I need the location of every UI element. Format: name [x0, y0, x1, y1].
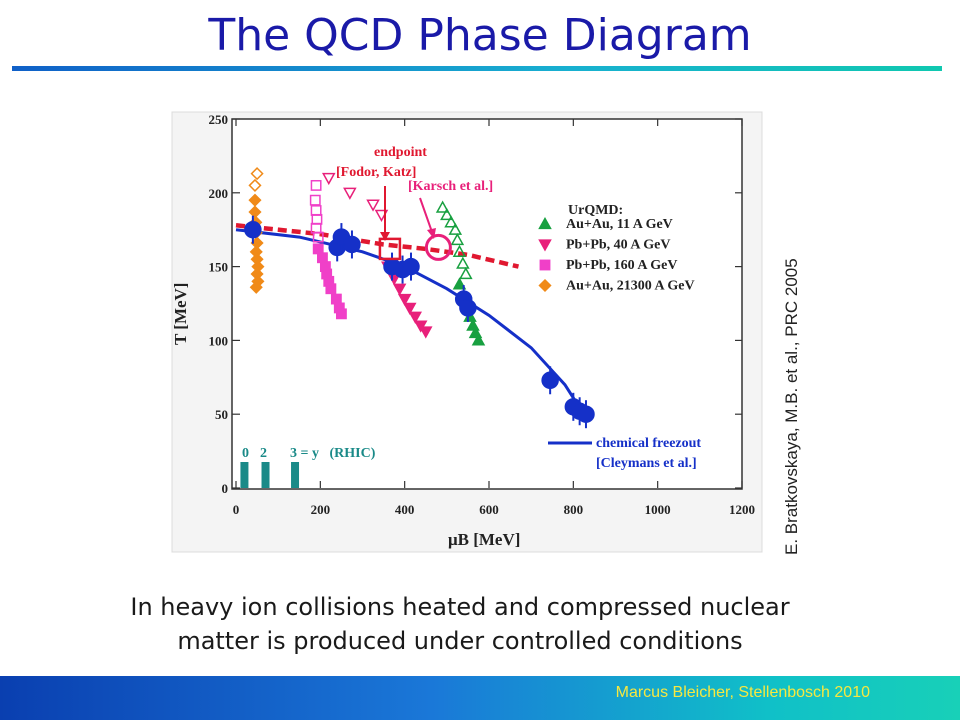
point-filled: [312, 243, 324, 255]
x-tick-labels: 0 200 400 600 800 1000 1200: [233, 502, 755, 517]
freezeout-point: [343, 235, 361, 254]
y-tick-label: 50: [215, 407, 228, 422]
rhic-label: 3 = y (RHIC): [290, 446, 376, 461]
critical-line: [235, 223, 520, 269]
karsch-arrow: [419, 197, 433, 233]
axis-ticks: [232, 118, 743, 489]
slide-title: The QCD Phase Diagram: [208, 10, 752, 61]
y-axis-label: T [MeV]: [171, 283, 190, 345]
credit-text: E. Bratkovskaya, M.B. et al., PRC 2005: [782, 258, 801, 555]
point-filled: [330, 293, 342, 305]
rhic-bar: [240, 462, 249, 488]
rhic-bars: [240, 462, 300, 488]
point-open: [450, 232, 465, 246]
point-open: [459, 266, 473, 280]
x-tick-label: 600: [479, 502, 499, 517]
point-open: [343, 187, 357, 200]
freezeout-point: [541, 371, 559, 390]
slide-caption: In heavy ion collisions heated and compr…: [0, 590, 920, 658]
freezeout-point: [402, 257, 420, 276]
point-filled: [471, 333, 486, 346]
point-filled: [335, 308, 347, 320]
legend-label: Au+Au, 21300 A GeV: [566, 279, 695, 294]
point-open: [309, 194, 321, 206]
y-tick-label: 0: [222, 481, 229, 496]
x-tick-label: 1000: [645, 502, 671, 517]
point-open: [448, 222, 463, 235]
point-open: [310, 179, 322, 191]
point-open: [312, 231, 324, 243]
point-open: [250, 167, 264, 181]
y-tick-label: 150: [209, 260, 229, 275]
legend-label: Pb+Pb, 40 A GeV: [566, 238, 670, 253]
footer-text: Marcus Bleicher, Stellenbosch 2010: [615, 684, 870, 701]
legend-marker: [538, 278, 552, 293]
point-open: [452, 244, 467, 257]
footer-bar: Marcus Bleicher, Stellenbosch 2010: [0, 676, 960, 720]
freezeout-point: [459, 299, 477, 317]
y-tick-label: 200: [209, 186, 229, 201]
rhic-label-2: 2: [260, 446, 267, 461]
y-tick-label: 100: [209, 333, 229, 348]
legend-marker: [538, 216, 552, 230]
freezeout-label: chemical freezout: [596, 436, 701, 451]
point-filled: [402, 302, 417, 315]
point-open: [444, 215, 458, 228]
rhic-bar: [261, 462, 270, 488]
legend: Au+Au, 11 A GeV Pb+Pb, 40 A GeV Pb+Pb, 160…: [538, 216, 695, 294]
karsch-arrowhead: [427, 228, 436, 239]
legend-marker: [538, 239, 552, 252]
plot-frame: [231, 118, 743, 490]
point-filled: [452, 277, 467, 290]
x-tick-label: 400: [395, 502, 415, 517]
karsch-label: [Karsch et al.]: [408, 179, 493, 194]
point-filled: [392, 283, 407, 296]
point-filled: [397, 293, 412, 307]
caption-line-1: In heavy ion collisions heated and compr…: [130, 593, 790, 621]
x-tick-label: 0: [233, 502, 240, 517]
point-open: [456, 256, 470, 269]
y-tick-label: 250: [209, 112, 229, 127]
title-underline: [12, 66, 942, 71]
legend-marker: [539, 259, 551, 271]
point-filled: [325, 283, 337, 295]
fodor-arrowhead: [380, 232, 390, 241]
urqmd-label: UrQMD:: [568, 203, 623, 218]
point-filled: [418, 326, 433, 339]
freezeout-point: [577, 405, 595, 423]
rhic-bar: [291, 462, 300, 488]
legend-label: Au+Au, 11 A GeV: [566, 217, 673, 232]
data-points: [244, 167, 595, 429]
freezeout-point: [244, 220, 262, 239]
point-filled: [408, 311, 422, 324]
y-tick-labels: 0 50 100 150 200 250: [209, 112, 229, 496]
caption-line-2: matter is produced under controlled cond…: [177, 627, 743, 655]
x-tick-label: 1200: [729, 502, 755, 517]
karsch-endpoint-marker: [424, 233, 452, 261]
rhic-label-0: 0: [242, 446, 249, 461]
point-filled: [317, 252, 328, 264]
point-open: [440, 207, 454, 221]
point-filled: [413, 320, 428, 333]
x-tick-label: 800: [564, 502, 584, 517]
point-open: [248, 178, 262, 192]
x-axis-label: μB [MeV]: [448, 530, 520, 549]
fodor-endpoint-marker: [378, 237, 402, 261]
fodor-katz-label: [Fodor, Katz]: [336, 165, 416, 180]
point-open: [366, 199, 380, 212]
point-open: [435, 200, 450, 213]
legend-label: Pb+Pb, 160 A GeV: [566, 258, 677, 273]
x-tick-label: 200: [311, 502, 331, 517]
point-filled: [249, 280, 263, 294]
point-open: [321, 172, 336, 186]
endpoint-label: endpoint: [374, 145, 427, 160]
cleymans-label: [Cleymans et al.]: [596, 456, 697, 471]
